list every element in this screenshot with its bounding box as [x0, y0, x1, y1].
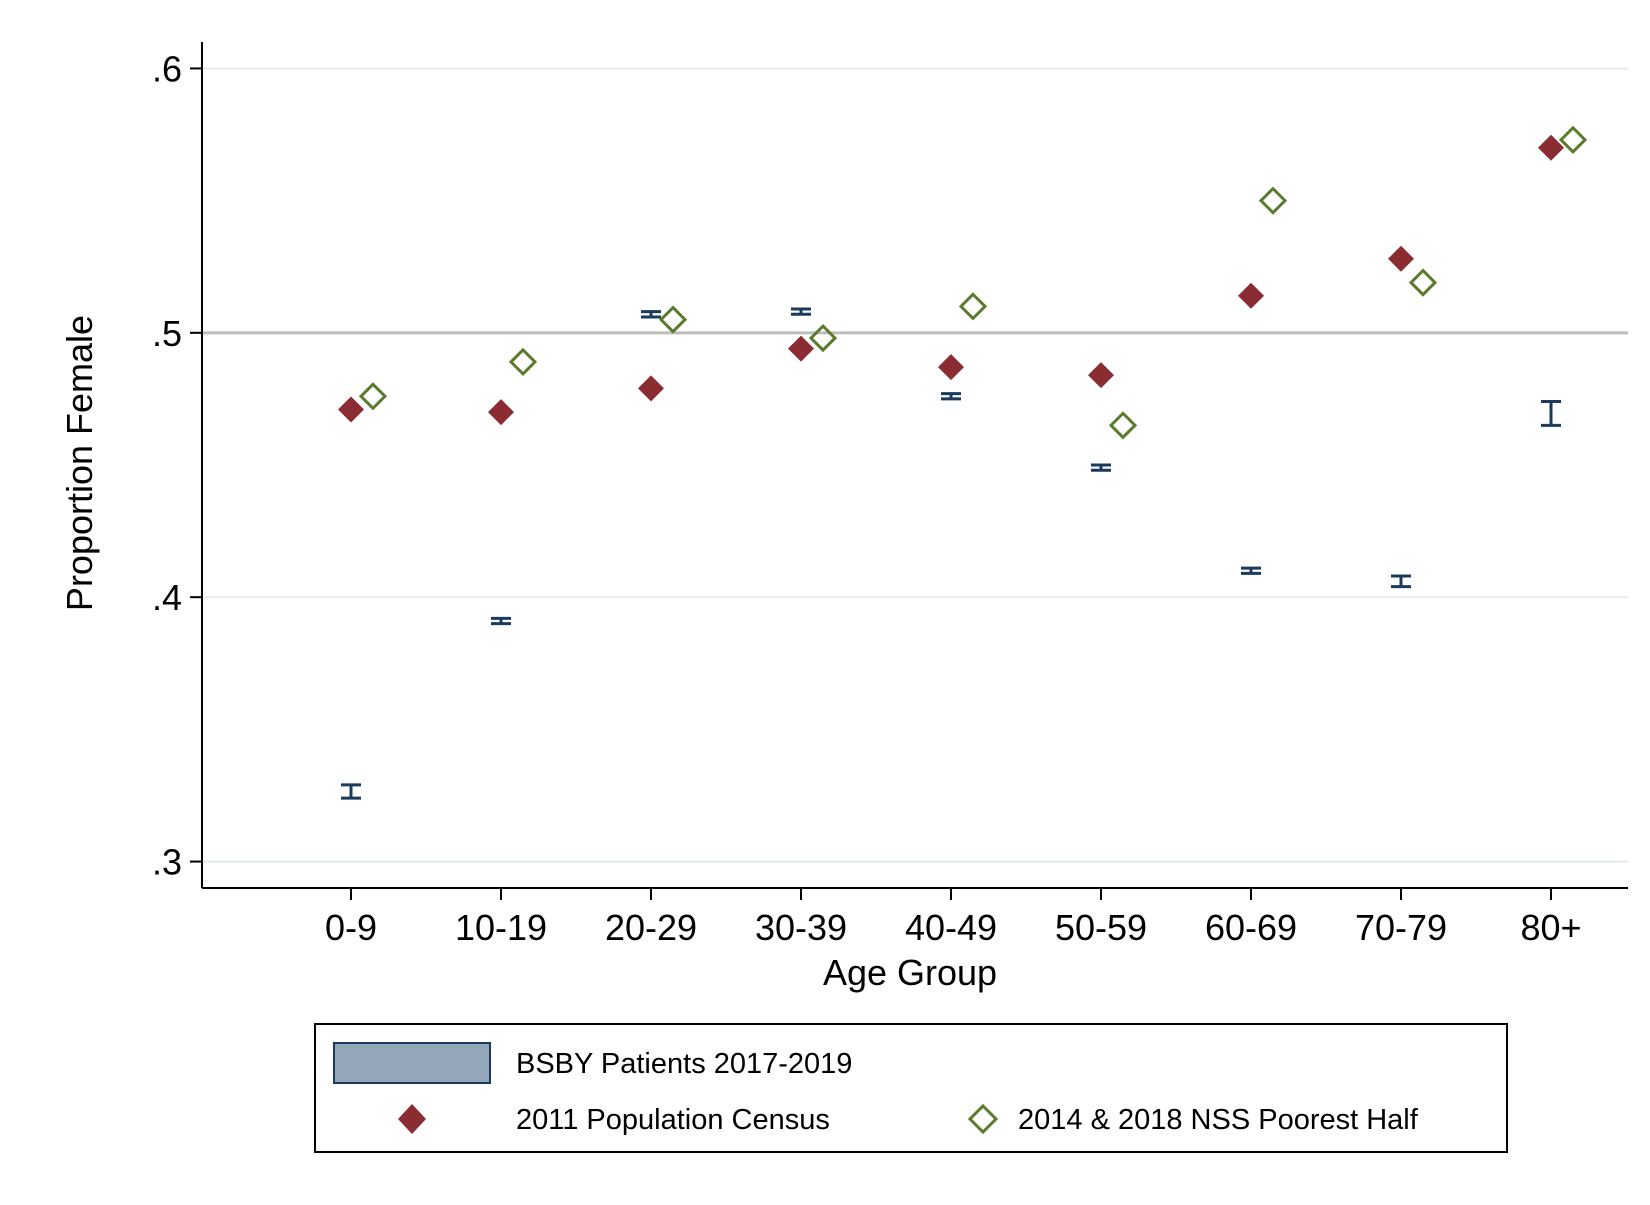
census-marker	[1388, 245, 1414, 272]
x-tick-label: 0-9	[325, 907, 377, 948]
grid-layer	[202, 67, 1628, 863]
nss-marker	[808, 323, 838, 353]
nss-marker	[508, 347, 538, 377]
census-marker	[1238, 282, 1264, 309]
bar-layer	[341, 307, 1561, 800]
legend-swatch-bsby	[333, 1042, 491, 1084]
axis-layer: .3 .4 .5 .6 0-9 10-19 20-29 30-39 40-49 50-59 60-6…	[152, 42, 1628, 948]
legend-label-census: 2011 Population Census	[516, 1104, 830, 1136]
x-tick-label: 80+	[1520, 907, 1581, 948]
marker-layer	[338, 125, 1588, 440]
y-tick-label: .3	[152, 842, 182, 883]
legend-marker-nss	[967, 1103, 999, 1135]
nss-marker	[958, 292, 988, 321]
census-marker	[938, 354, 964, 381]
legend: BSBY Patients 2017-2019 2011 Population …	[314, 1023, 1508, 1153]
x-tick-label: 70-79	[1355, 907, 1447, 948]
x-tick-label: 60-69	[1205, 907, 1297, 948]
nss-marker	[1408, 268, 1438, 297]
y-axis-title: Proportion Female	[59, 315, 100, 611]
x-axis-title: Age Group	[823, 952, 997, 993]
y-tick-label: .6	[152, 48, 182, 89]
census-marker	[1088, 362, 1114, 389]
nss-marker	[1558, 125, 1588, 154]
legend-label-bsby: BSBY Patients 2017-2019	[516, 1048, 852, 1080]
census-marker	[638, 375, 664, 402]
census-marker	[338, 396, 364, 423]
nss-marker	[658, 305, 688, 334]
legend-label-nss: 2014 & 2018 NSS Poorest Half	[1018, 1104, 1419, 1136]
nss-marker	[1108, 411, 1138, 440]
legend-box	[314, 1023, 1508, 1153]
census-marker	[1538, 134, 1564, 161]
nss-marker	[358, 382, 388, 411]
x-tick-label: 30-39	[755, 907, 847, 948]
legend-marker-census	[398, 1104, 426, 1134]
x-tick-label: 20-29	[605, 907, 697, 948]
census-marker	[788, 335, 814, 362]
x-tick-label: 40-49	[905, 907, 997, 948]
census-marker	[488, 399, 514, 426]
nss-marker	[1258, 186, 1288, 215]
y-tick-label: .4	[152, 577, 182, 618]
y-tick-label: .5	[152, 313, 182, 354]
x-tick-label: 10-19	[455, 907, 547, 948]
x-tick-label: 50-59	[1055, 907, 1147, 948]
